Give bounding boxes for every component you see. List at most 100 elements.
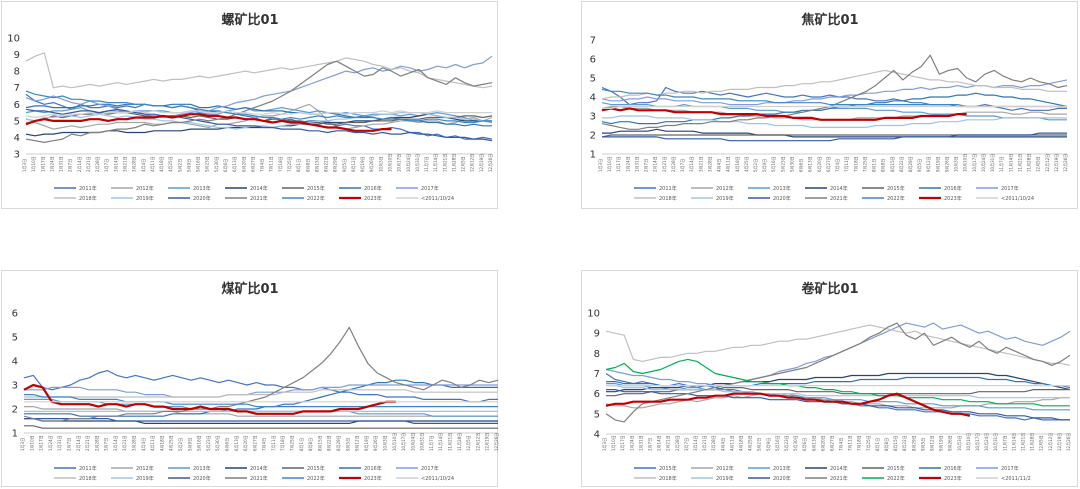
legend-label: 2022年 xyxy=(887,195,905,202)
x-tick-label: 1月31日 xyxy=(634,156,639,172)
x-tick-label: 5月23日 xyxy=(206,435,211,451)
y-tick-label: 4 xyxy=(12,357,18,368)
x-tick-label: 6月20日 xyxy=(243,435,248,451)
x-tick-label: 3月28日 xyxy=(707,156,712,172)
y-tick-label: 6 xyxy=(14,100,20,111)
x-tick-label: 1月24日 xyxy=(625,156,630,172)
x-tick-label: 1月17日 xyxy=(39,435,44,451)
x-tick-label: 2月21日 xyxy=(85,435,90,451)
chart-title: 卷矿比01 xyxy=(801,281,858,297)
x-tick-label: 11月7日 xyxy=(429,435,434,451)
x-tick-label: 1月10日 xyxy=(31,156,36,172)
x-tick-label: 5月9日 xyxy=(762,159,767,172)
x-tick-label: 11月28日 xyxy=(457,433,462,451)
series-line-5 xyxy=(601,92,1068,125)
series-line-2 xyxy=(601,102,1067,121)
legend-label: 2015年 xyxy=(307,465,325,472)
x-tick-label: 5月16日 xyxy=(775,435,780,451)
series-line-12 xyxy=(25,113,392,132)
series-line-6 xyxy=(601,79,1068,106)
x-tick-label: 7月4日 xyxy=(835,159,840,172)
x-tick-label: 2月21日 xyxy=(662,156,667,172)
x-tick-label: 10月24日 xyxy=(981,154,986,172)
legend-label: 2016年 xyxy=(944,185,962,192)
x-tick-label: 6月27日 xyxy=(252,435,257,451)
series-line-11 xyxy=(605,358,1070,407)
x-tick-label: 4月4日 xyxy=(141,438,146,451)
y-tick-label: 7 xyxy=(594,369,600,380)
x-tick-label: 11月7日 xyxy=(1002,435,1007,451)
legend-label: 2023年 xyxy=(944,475,962,482)
x-tick-label: 4月25日 xyxy=(748,435,753,451)
x-tick-label: 4月25日 xyxy=(744,156,749,172)
x-tick-label: 2月21日 xyxy=(666,435,671,451)
x-tick-label: 1月3日 xyxy=(20,438,25,451)
legend-label: 2012年 xyxy=(136,185,154,192)
x-tick-label: 4月11日 xyxy=(150,156,155,172)
x-tick-label: 8月1日 xyxy=(299,438,304,451)
x-tick-label: 5月9日 xyxy=(187,438,192,451)
x-tick-label: 9月19日 xyxy=(939,435,944,451)
legend-label: 2012年 xyxy=(136,465,154,472)
legend-label: 2022年 xyxy=(887,475,905,482)
x-tick-label: 2月14日 xyxy=(657,435,662,451)
series-line-10 xyxy=(25,60,493,143)
x-tick-label: 7月18日 xyxy=(278,156,283,172)
x-tick-label: 3月28日 xyxy=(132,156,137,172)
y-tick-label: 6 xyxy=(12,309,18,320)
x-tick-label: 5月30日 xyxy=(789,156,794,172)
x-tick-label: 11月14日 xyxy=(1008,154,1013,172)
legend-label: 2011年 xyxy=(79,465,97,472)
x-tick-label: 7月25日 xyxy=(862,156,867,172)
x-tick-label: 7月11日 xyxy=(844,156,849,172)
x-tick-label: 5月2日 xyxy=(757,438,762,451)
legend-label: <2011/10/24 xyxy=(1001,196,1034,202)
y-tick-label: 3 xyxy=(590,112,596,123)
y-tick-label: 1 xyxy=(590,150,596,161)
x-tick-label: 2月28日 xyxy=(95,156,100,172)
series-line-11 xyxy=(601,88,1067,108)
x-tick-label: 1月24日 xyxy=(48,435,53,451)
x-tick-label: 12月5日 xyxy=(461,156,466,172)
x-tick-label: 3月7日 xyxy=(104,438,109,451)
x-tick-label: 7月18日 xyxy=(280,435,285,451)
x-tick-label: 1月17日 xyxy=(40,156,45,172)
legend-label: 2015年 xyxy=(307,185,325,192)
x-tick-label: 2月7日 xyxy=(644,159,649,172)
series-line-8 xyxy=(606,385,1070,399)
x-tick-label: 5月23日 xyxy=(784,435,789,451)
legend-label: 2018年 xyxy=(659,475,677,482)
x-tick-label: 1月3日 xyxy=(22,159,27,172)
x-tick-label: 2月14日 xyxy=(77,156,82,172)
x-tick-label: 6月13日 xyxy=(234,435,239,451)
legend-label: 2014年 xyxy=(830,465,848,472)
x-tick-label: 7月4日 xyxy=(839,438,844,451)
series-line-10 xyxy=(23,326,499,422)
y-tick-label: 7 xyxy=(14,83,20,94)
x-tick-label: 4月25日 xyxy=(169,435,174,451)
x-tick-label: 6月20日 xyxy=(820,435,825,451)
series-line-9 xyxy=(602,132,1067,142)
x-tick-label: 4月4日 xyxy=(717,159,722,172)
series-line-1 xyxy=(24,406,498,417)
legend-label: 2013年 xyxy=(773,185,791,192)
x-tick-label: 6月27日 xyxy=(250,156,255,172)
x-tick-label: 12月5日 xyxy=(466,435,471,451)
x-tick-label: 4月18日 xyxy=(735,156,740,172)
legend-label: 2023年 xyxy=(944,195,962,202)
x-tick-label: 4月4日 xyxy=(720,438,725,451)
y-tick-label: 8 xyxy=(594,349,600,360)
x-tick-label: 3月7日 xyxy=(680,159,685,172)
legend-label: 2021年 xyxy=(830,195,848,202)
legend-label: 2012年 xyxy=(716,465,734,472)
legend-label: 2016年 xyxy=(364,185,382,192)
x-tick-label: 1月10日 xyxy=(611,435,616,451)
chart-panel-3: 煤矿比01 1 2 3 4 5 6 1月3日 1月10日 1月17日 1月24日 1月31日 2月7日 2… xyxy=(1,270,499,487)
x-tick-label: 6月6日 xyxy=(223,159,228,172)
legend-label: 2016年 xyxy=(364,465,382,472)
x-tick-label: 5月23日 xyxy=(205,156,210,172)
x-tick-label: 1月24日 xyxy=(629,435,634,451)
x-tick-label: 10月17日 xyxy=(972,154,977,172)
x-tick-label: 1月31日 xyxy=(59,156,64,172)
x-tick-label: 1月24日 xyxy=(49,156,54,172)
